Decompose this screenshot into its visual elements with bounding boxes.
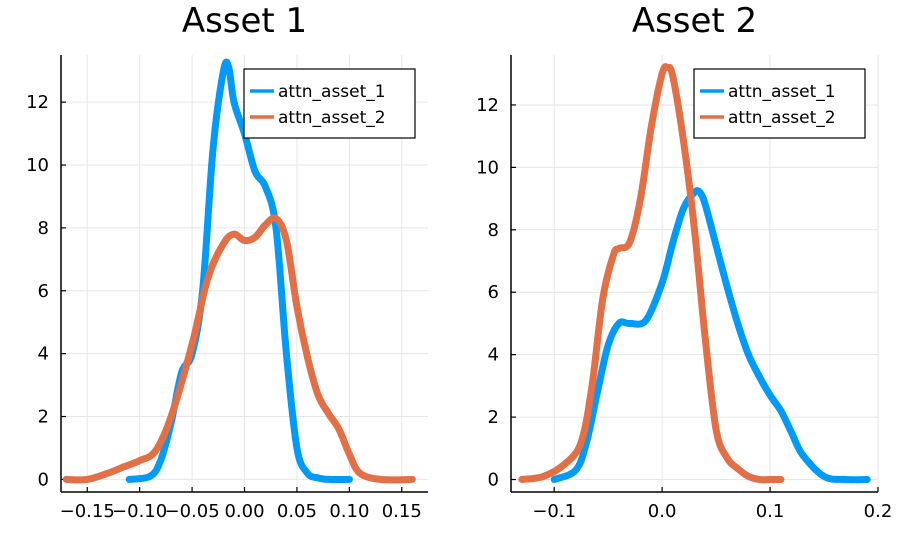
subplot-title: Asset 2 [632, 1, 757, 41]
series-line-attn-asset-2 [518, 63, 785, 484]
y-tick-label: 6 [488, 282, 499, 303]
y-tick-label: 0 [488, 470, 499, 491]
series-line-attn-asset-2 [62, 214, 416, 484]
y-tick-label: 6 [38, 281, 49, 302]
subplot-asset-2: −0.1 0.0 0.1 0.2 0 2 4 6 8 10 12 Asset 2 attn_asset_… [476, 1, 892, 522]
y-tick-label: 2 [38, 407, 49, 428]
x-tick-label: 0.10 [329, 501, 369, 522]
y-tick-label: 2 [488, 407, 499, 428]
x-tick-label: 0.15 [382, 501, 422, 522]
legend-label: attn_asset_1 [278, 82, 386, 102]
x-tick-label: −0.05 [164, 501, 219, 522]
subplot-title: Asset 1 [182, 1, 307, 41]
y-tick-label: 4 [488, 345, 499, 366]
legend-box [693, 68, 866, 139]
y-tick-label: 4 [38, 344, 49, 365]
series-line-attn-asset-1 [550, 187, 871, 484]
y-tick-label: 10 [476, 157, 499, 178]
y-tick-label: 12 [26, 92, 49, 113]
legend: attn_asset_1 attn_asset_2 [693, 68, 866, 139]
legend: attn_asset_1 attn_asset_2 [243, 68, 416, 139]
x-tick-label: 0.1 [756, 501, 785, 522]
x-tick-label: −0.10 [112, 501, 167, 522]
y-tick-label: 8 [38, 218, 49, 239]
x-tick-label: 0.0 [648, 501, 677, 522]
x-tick-label: 0.05 [277, 501, 317, 522]
y-tick-label: 12 [476, 95, 499, 116]
y-tick-label: 10 [26, 155, 49, 176]
x-tick-label: −0.1 [532, 501, 576, 522]
x-tick-label: 0.2 [864, 501, 893, 522]
legend-box [243, 68, 416, 139]
y-tick-label: 8 [488, 220, 499, 241]
legend-label: attn_asset_2 [278, 108, 386, 128]
subplot-asset-1: −0.15−0.10−0.05 0.00 0.05 0.10 0.15 0 2 4 6 8 10 12… [26, 1, 428, 522]
legend-label: attn_asset_1 [728, 82, 836, 102]
legend-label: attn_asset_2 [728, 108, 836, 128]
y-tick-label: 0 [38, 469, 49, 490]
x-tick-label: 0.00 [224, 501, 264, 522]
x-tick-label: −0.15 [60, 501, 115, 522]
